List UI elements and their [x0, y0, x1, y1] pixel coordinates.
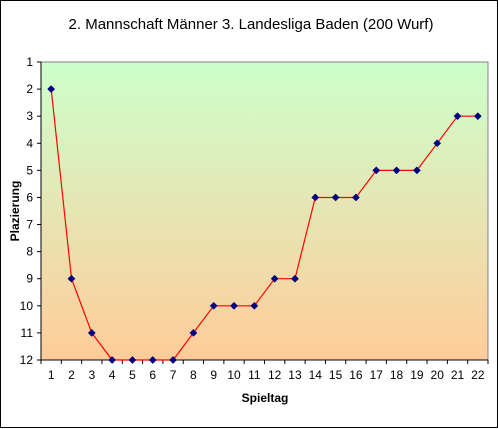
x-tick-label: 21 [451, 368, 465, 382]
data-point [270, 274, 279, 283]
data-point [392, 166, 401, 175]
data-point [372, 166, 381, 175]
x-tick-label: 8 [190, 368, 197, 382]
data-point [47, 85, 56, 94]
y-tick-label: 9 [26, 272, 33, 286]
x-axis-label: Spieltag [242, 391, 289, 405]
data-point [250, 301, 259, 310]
x-tick-label: 3 [88, 368, 95, 382]
x-tick-label: 22 [471, 368, 485, 382]
y-tick-label: 11 [21, 326, 34, 340]
data-point [148, 356, 157, 364]
x-tick-label: 11 [248, 368, 261, 382]
x-tick-label: 7 [170, 368, 177, 382]
x-tick-label: 19 [410, 368, 424, 382]
y-tick-label: 8 [26, 245, 33, 259]
data-point [291, 274, 299, 283]
data-point [189, 328, 198, 337]
y-tick-label: 12 [20, 353, 34, 367]
y-tick-label: 3 [26, 109, 33, 123]
data-point [351, 193, 360, 202]
chart-title: 2. Mannschaft Männer 3. Landesliga Baden… [69, 16, 434, 33]
x-tick-label: 10 [227, 368, 241, 382]
data-point [87, 328, 96, 337]
plot-area [40, 61, 489, 361]
y-axis-label: Plazierung [8, 181, 22, 242]
series-line [50, 89, 478, 361]
data-point [128, 356, 137, 364]
x-tick-label: 5 [129, 368, 136, 382]
y-tick-label: 1 [26, 55, 33, 69]
data-point [230, 301, 238, 310]
x-tick-label: 14 [309, 368, 323, 382]
x-tick-label: 18 [390, 368, 404, 382]
data-point [331, 193, 340, 202]
data-point [67, 274, 76, 283]
data-point [209, 301, 218, 310]
data-point [433, 139, 442, 148]
x-tick-label: 6 [149, 368, 156, 382]
data-point [169, 356, 178, 364]
y-tick-label: 6 [26, 190, 33, 204]
data-point [108, 356, 117, 364]
x-axis: 1 2 3 4 5 6 7 8 9 10 11 12 13 14 15 16 17 18 19 20 21 22 [40, 359, 489, 382]
data-point [473, 112, 482, 121]
series-group [47, 85, 482, 364]
y-tick-label: 7 [26, 218, 33, 232]
y-tick-label: 2 [26, 82, 33, 96]
x-tick-label: 12 [268, 368, 282, 382]
y-tick-label: 10 [20, 299, 34, 313]
x-tick-label: 1 [48, 368, 55, 382]
x-tick-label: 15 [329, 368, 343, 382]
x-tick-label: 4 [109, 368, 116, 382]
y-tick-label: 5 [26, 163, 33, 177]
data-point [412, 166, 421, 175]
x-tick-label: 2 [68, 368, 75, 382]
x-tick-label: 17 [370, 368, 384, 382]
y-tick-label: 4 [26, 136, 33, 150]
x-tick-label: 9 [210, 368, 217, 382]
x-tick-label: 13 [288, 368, 302, 382]
x-tick-label: 20 [431, 368, 445, 382]
x-tick-label: 16 [349, 368, 363, 382]
data-point [311, 193, 320, 202]
data-point [453, 112, 462, 121]
